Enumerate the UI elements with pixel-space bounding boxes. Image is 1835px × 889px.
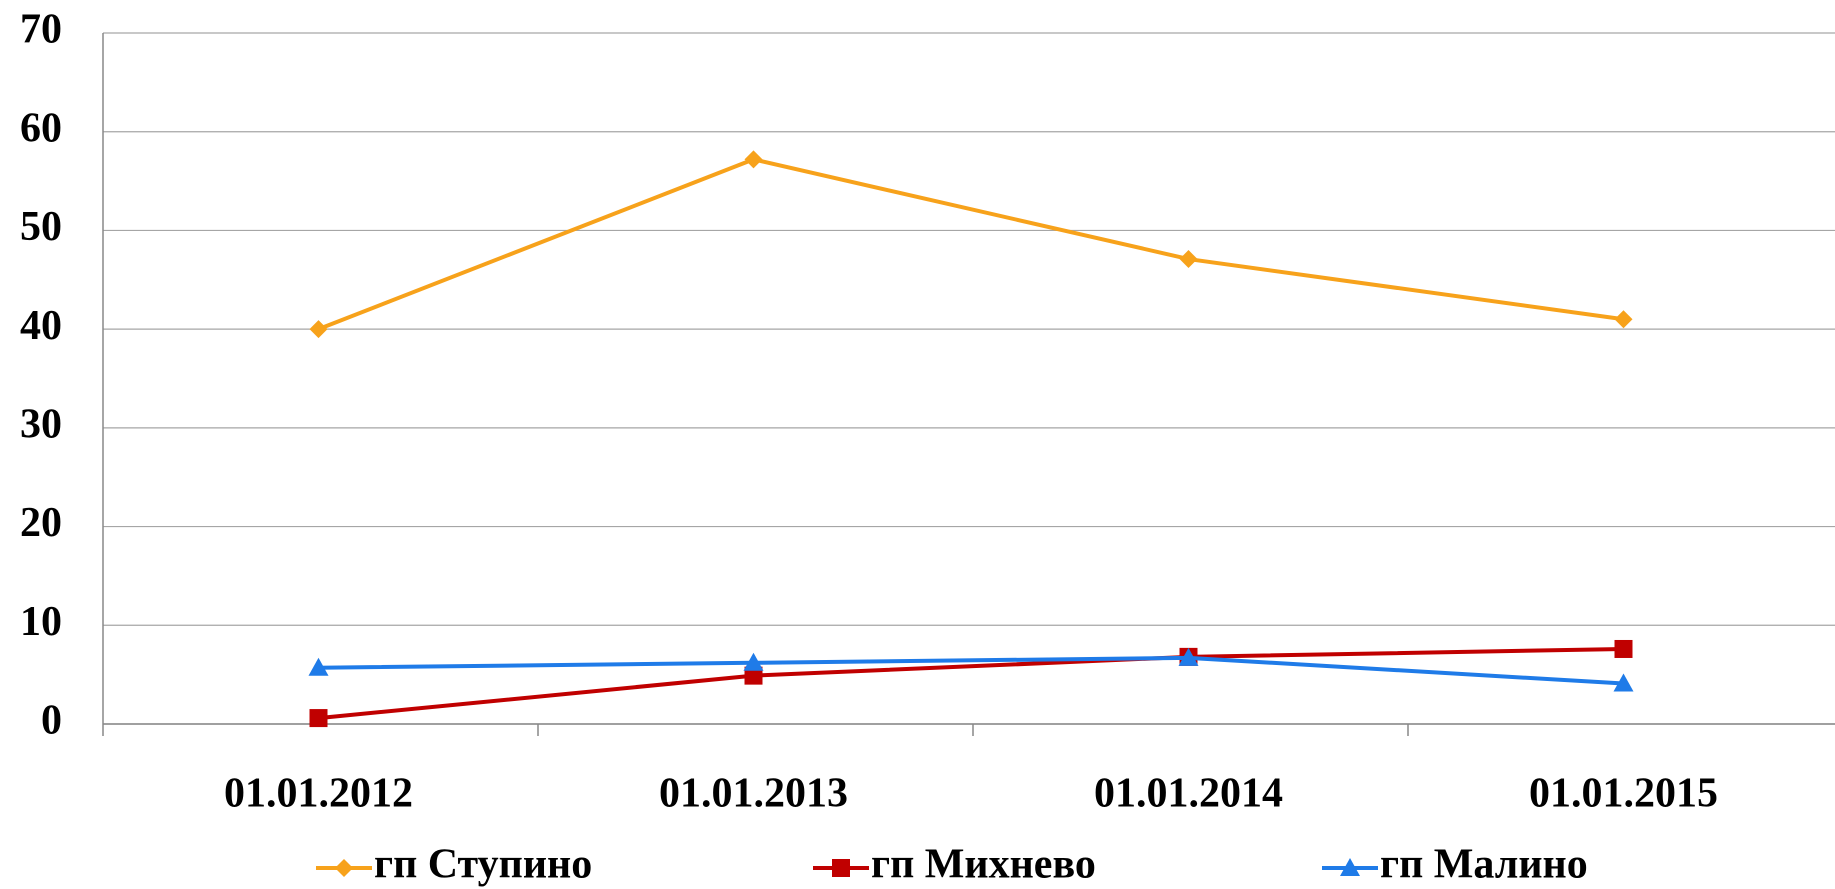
legend-label: гп Михнево xyxy=(871,842,1096,888)
data-point xyxy=(309,709,328,728)
legend-label: гп Ступино xyxy=(374,842,592,888)
legend-label: гп Малино xyxy=(1380,842,1588,888)
legend-marker xyxy=(335,859,353,877)
data-point xyxy=(309,320,328,339)
data-point xyxy=(1614,310,1633,329)
y-tick-label: 40 xyxy=(20,303,62,349)
series-line xyxy=(318,646,1624,721)
x-tick-label: 01.01.2015 xyxy=(1529,771,1718,817)
data-point xyxy=(743,652,764,671)
legend-marker xyxy=(832,859,850,877)
y-tick-label: 10 xyxy=(20,599,62,645)
y-tick-label: 60 xyxy=(20,105,62,151)
y-tick-label: 0 xyxy=(41,698,62,744)
x-tick-label: 01.01.2013 xyxy=(659,771,848,817)
data-point xyxy=(744,666,763,685)
data-point xyxy=(744,150,763,169)
series-line xyxy=(317,157,1624,332)
y-tick-label: 20 xyxy=(20,500,62,546)
data-point xyxy=(1178,647,1199,666)
data-point xyxy=(308,657,329,676)
series-line xyxy=(318,655,1624,686)
data-point xyxy=(1613,673,1634,692)
y-tick-label: 30 xyxy=(20,401,62,447)
data-point xyxy=(1179,250,1198,269)
x-tick-label: 01.01.2014 xyxy=(1094,771,1283,817)
legend-marker xyxy=(1340,858,1360,876)
y-tick-label: 70 xyxy=(20,7,62,53)
x-tick-label: 01.01.2012 xyxy=(224,771,413,817)
data-point xyxy=(1614,639,1633,658)
y-tick-label: 50 xyxy=(20,204,62,250)
